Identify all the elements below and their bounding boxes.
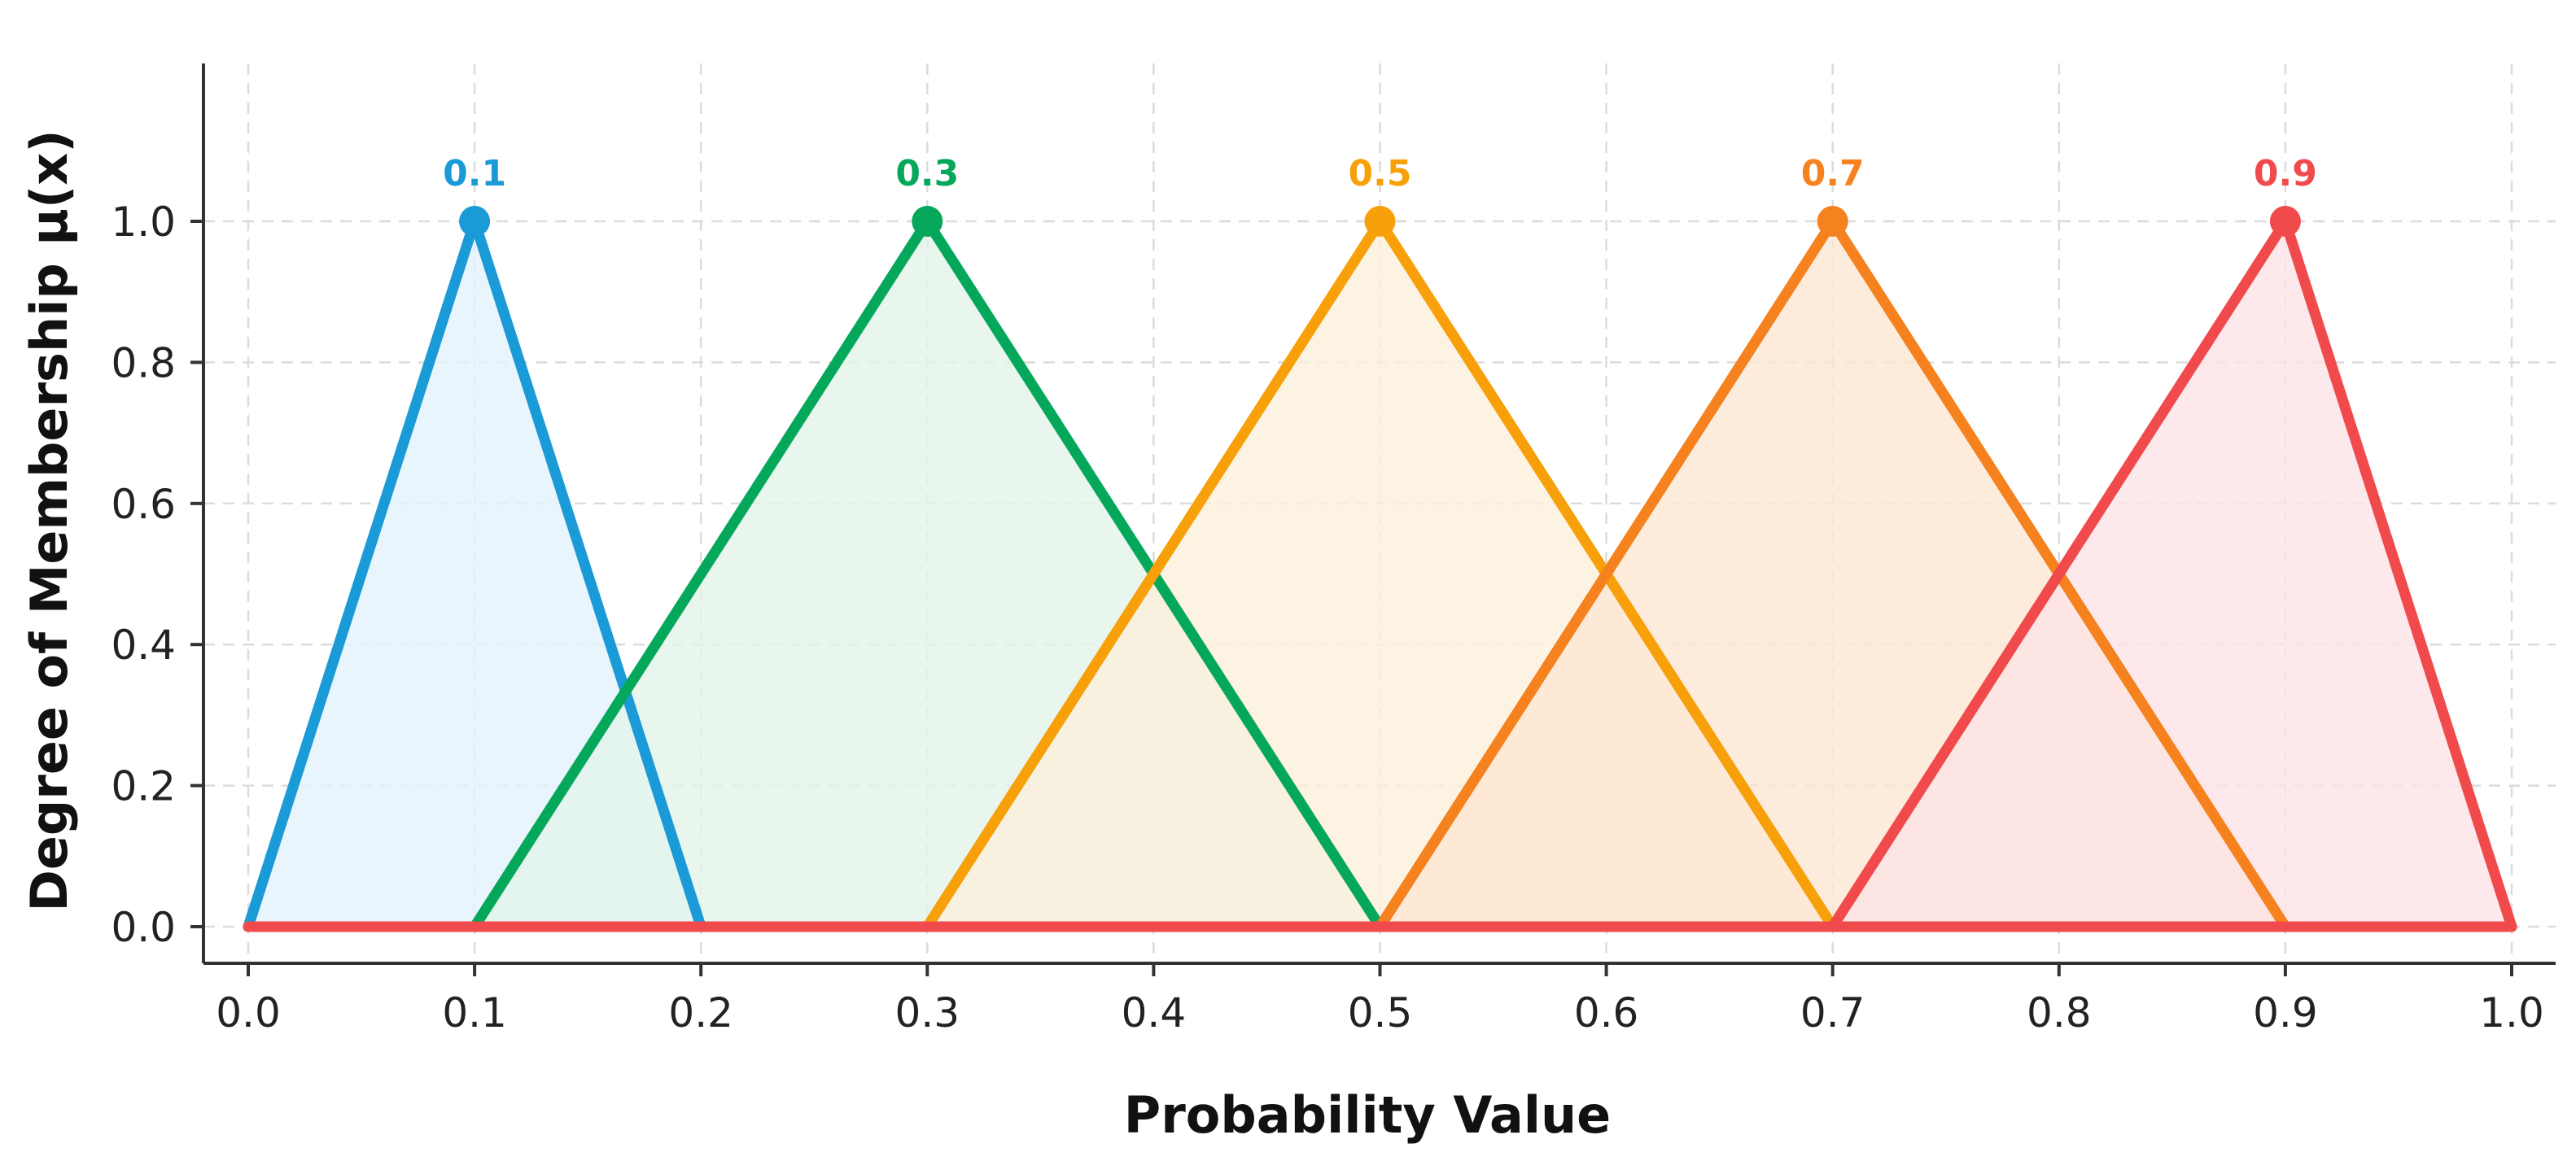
y-axis-title: Degree of Membership μ(x) (20, 129, 79, 911)
peak-label-2: 0.5 (1349, 153, 1412, 194)
peak-label-0: 0.1 (443, 153, 506, 194)
peak-marker-1 (912, 206, 943, 237)
y-tick-label: 0.8 (111, 339, 176, 386)
peak-markers (459, 206, 2301, 237)
peak-labels: 0.1 0.3 0.5 0.7 0.9 (443, 153, 2317, 194)
x-tick-label: 0.4 (1122, 989, 1187, 1037)
y-tick-label: 1.0 (111, 199, 176, 246)
y-tick-label: 0.2 (111, 763, 176, 810)
x-tick-label: 0.1 (442, 989, 507, 1037)
y-tick-label: 0.4 (111, 622, 176, 669)
peak-marker-3 (1817, 206, 1848, 237)
x-tick-label: 0.2 (668, 989, 733, 1037)
x-tick-label: 0.8 (2027, 989, 2092, 1037)
x-tick-label: 0.5 (1348, 989, 1413, 1037)
x-tick-label: 0.6 (1574, 989, 1639, 1037)
x-ticks: 0.0 0.1 0.2 0.3 0.4 0.5 0.6 0.7 0.8 0.9 1.0 (216, 963, 2544, 1037)
x-tick-label: 0.0 (216, 989, 281, 1037)
y-ticks: 0.0 0.2 0.4 0.6 0.8 1.0 (111, 199, 203, 951)
y-tick-label: 0.0 (111, 904, 176, 951)
peak-marker-4 (2269, 206, 2301, 237)
x-tick-label: 0.7 (1800, 989, 1865, 1037)
x-tick-label: 0.9 (2253, 989, 2318, 1037)
triangle-fill-4 (1832, 221, 2512, 927)
peak-marker-0 (459, 206, 491, 237)
peak-label-1: 0.3 (895, 153, 959, 194)
peak-label-3: 0.7 (1801, 153, 1865, 194)
x-axis-title: Probability Value (1124, 1085, 1611, 1145)
x-tick-label: 0.3 (895, 989, 960, 1037)
peak-marker-2 (1364, 206, 1396, 237)
triangle-fills (248, 221, 2512, 927)
peak-label-4: 0.9 (2254, 153, 2317, 194)
y-tick-label: 0.6 (111, 481, 176, 528)
x-tick-label: 1.0 (2479, 989, 2544, 1037)
